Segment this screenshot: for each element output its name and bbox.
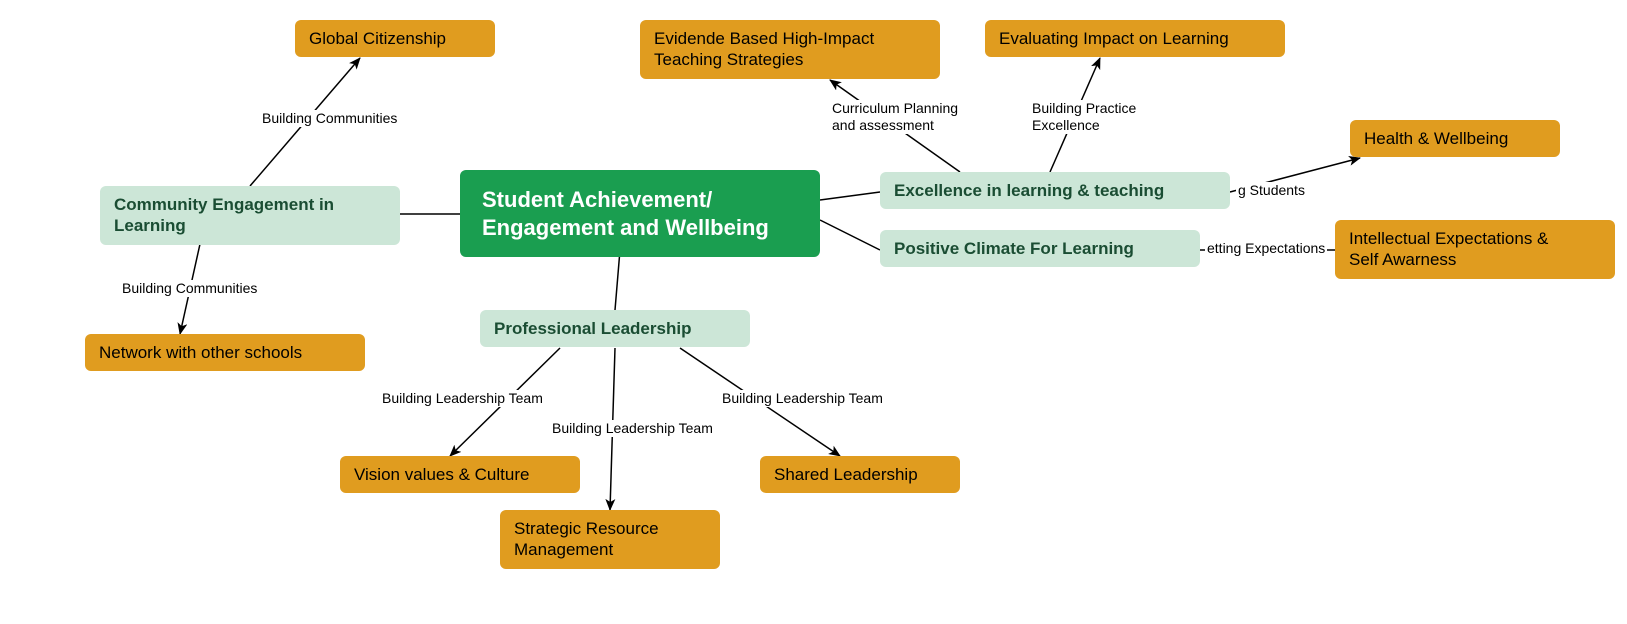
node-evaluating[interactable]: Evaluating Impact on Learning [985,20,1285,57]
edge-label-positive-intellectual: etting Expectations [1205,240,1327,257]
edges-layer [0,0,1627,624]
node-global[interactable]: Global Citizenship [295,20,495,57]
mindmap-canvas: Student Achievement/ Engagement and Well… [0,0,1627,624]
node-health[interactable]: Health & Wellbeing [1350,120,1560,157]
edge-center-excellence [820,192,880,200]
edge-label-community-network: Building Communities [120,280,259,297]
edge-label-excellence-evidence: Curriculum Planning and assessment [830,100,960,134]
node-center[interactable]: Student Achievement/ Engagement and Well… [460,170,820,257]
edge-label-community-global: Building Communities [260,110,399,127]
node-community[interactable]: Community Engagement in Learning [100,186,400,245]
node-vision[interactable]: Vision values & Culture [340,456,580,493]
node-professional[interactable]: Professional Leadership [480,310,750,347]
node-positive[interactable]: Positive Climate For Learning [880,230,1200,267]
node-excellence[interactable]: Excellence in learning & teaching [880,172,1230,209]
edge-label-excellence-health: g Students [1236,182,1307,199]
edge-label-professional-vision: Building Leadership Team [380,390,545,407]
edge-center-professional [615,250,620,310]
node-strategic[interactable]: Strategic Resource Management [500,510,720,569]
edge-label-professional-shared: Building Leadership Team [720,390,885,407]
edge-center-positive [820,220,880,250]
node-intellectual[interactable]: Intellectual Expectations & Self Awarnes… [1335,220,1615,279]
node-shared[interactable]: Shared Leadership [760,456,960,493]
node-network[interactable]: Network with other schools [85,334,365,371]
edge-label-excellence-evaluating: Building Practice Excellence [1030,100,1138,134]
node-evidence[interactable]: Evidende Based High-Impact Teaching Stra… [640,20,940,79]
edge-label-professional-strategic: Building Leadership Team [550,420,715,437]
